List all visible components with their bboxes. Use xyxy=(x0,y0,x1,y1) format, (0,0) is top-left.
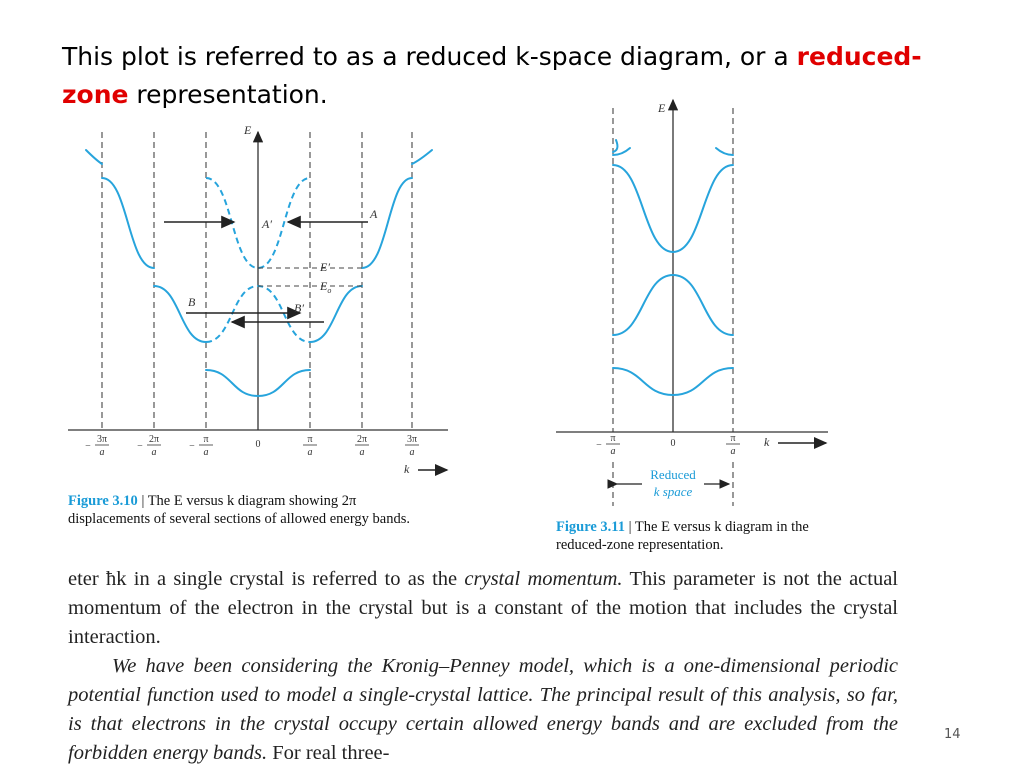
caption-label: Figure 3.10 xyxy=(68,493,138,509)
tick-numerator: 2π xyxy=(357,434,367,445)
label-b: B xyxy=(188,295,196,309)
band-curve xyxy=(612,367,734,397)
tick-numerator: 3π xyxy=(97,434,107,445)
tick-numerator: π xyxy=(203,434,208,445)
tick-numerator: π xyxy=(307,434,312,445)
p1-part-b: crystal momentum. xyxy=(464,568,623,590)
figure-3-11-caption: Figure 3.11 | The E versus k diagram in … xyxy=(556,518,836,554)
band-curve xyxy=(309,285,363,343)
caption-text: | The E versus k diagram in the reduced-… xyxy=(556,519,809,553)
caption-text: | The E versus k diagram showing 2π disp… xyxy=(68,493,410,527)
tick-sign: − xyxy=(189,441,195,452)
displaced-band-curve xyxy=(205,177,311,270)
band-curve xyxy=(205,369,311,398)
tick-numerator: π xyxy=(730,433,735,444)
band-curve xyxy=(361,177,413,269)
e-axis-label: E xyxy=(243,123,252,137)
tick-sign: − xyxy=(137,441,143,452)
caption-label: Figure 3.11 xyxy=(556,519,626,535)
body-text: eter ħk in a single crystal is referred … xyxy=(68,565,898,768)
figure-3-10-plot: E A A′ B B′ xyxy=(68,123,449,476)
tick-denominator: a xyxy=(360,447,365,458)
tick-denominator: a xyxy=(204,447,209,458)
band-curve xyxy=(715,147,734,156)
label-e-o: Eo xyxy=(319,279,331,295)
band-curve xyxy=(612,147,631,156)
tick-denominator: a xyxy=(731,446,736,457)
title-highlight: reduced-zone xyxy=(62,42,922,109)
label-b-prime: B′ xyxy=(294,301,304,315)
band-curve xyxy=(101,177,155,269)
band-curve xyxy=(612,273,734,336)
paragraph-2: We have been considering the Kronig–Penn… xyxy=(68,652,898,768)
tick-denominator: a xyxy=(152,447,157,458)
reduced-label-line1: Reduced xyxy=(650,467,696,482)
paragraph-1: eter ħk in a single crystal is referred … xyxy=(68,565,898,652)
band-curve xyxy=(153,285,207,343)
band-curve xyxy=(85,149,103,165)
p1-part-a: eter ħk in a single crystal is referred … xyxy=(68,568,465,590)
band-curve xyxy=(612,164,734,254)
label-a: A xyxy=(369,207,378,221)
label-e-prime: E′ xyxy=(319,260,330,274)
p2-italic: We have been considering the Kronig–Penn… xyxy=(68,655,898,764)
page-number: 14 xyxy=(944,727,961,742)
k-axis-label: k xyxy=(404,462,410,476)
tick-zero: 0 xyxy=(671,438,676,449)
e-axis-label: E xyxy=(657,101,666,115)
tick-sign: − xyxy=(596,440,602,451)
figure-3-11-plot: E πa− 0 πa k Reduced k space xyxy=(556,98,828,506)
tick-denominator: a xyxy=(611,446,616,457)
reduced-label-line2: k space xyxy=(654,484,693,499)
tick-sign: − xyxy=(85,441,91,452)
tick-numerator: π xyxy=(610,433,615,444)
tick-numerator: 3π xyxy=(407,434,417,445)
title-prefix: This plot is referred to as a reduced k-… xyxy=(62,42,797,71)
tick-denominator: a xyxy=(410,447,415,458)
label-a-prime: A′ xyxy=(261,217,272,231)
title-suffix: representation. xyxy=(128,80,328,109)
tick-zero: 0 xyxy=(256,439,261,450)
tick-numerator: 2π xyxy=(149,434,159,445)
tick-denominator: a xyxy=(308,447,313,458)
slide-title: This plot is referred to as a reduced k-… xyxy=(62,38,942,114)
band-curve xyxy=(411,149,433,165)
p1-part-c: This parameter is not the actual momentu… xyxy=(68,568,899,648)
tick-denominator: a xyxy=(100,447,105,458)
p2-tail: For real three- xyxy=(267,742,390,764)
tick-labels: πa− 0 πa xyxy=(596,433,740,457)
k-axis-label: k xyxy=(764,435,770,449)
band-curve xyxy=(612,139,619,153)
figure-3-10-caption: Figure 3.10 | The E versus k diagram sho… xyxy=(68,492,428,528)
